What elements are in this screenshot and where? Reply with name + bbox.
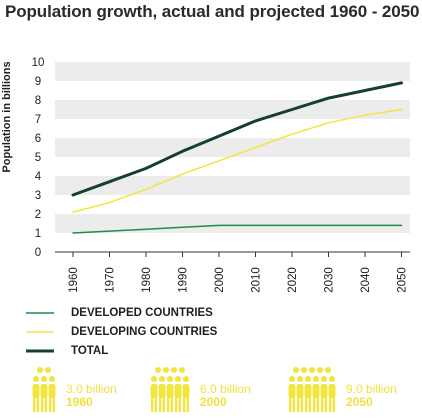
series-lines xyxy=(71,81,403,234)
people-amount-1960: 3.0 billion xyxy=(66,382,117,396)
people-group-icon xyxy=(32,367,56,412)
series-line-developed xyxy=(72,224,403,234)
people-amount-2000: 6.0 billion xyxy=(200,382,251,396)
legend-label-developing: DEVELOPING COUNTRIES xyxy=(71,325,218,338)
people-amount-2050: 9.0 billion xyxy=(346,382,397,396)
x-tick-label: 1980 xyxy=(141,267,153,293)
grid-bands xyxy=(55,62,410,233)
x-tick-labels: 1960 1970 1980 1990 2000 2010 2020 2030 2040 2050 xyxy=(68,252,409,293)
y-tick-label: 8 xyxy=(35,95,41,107)
population-line-chart: 0 1 2 3 4 5 6 7 8 9 10 1960 1970 1980 1990 2000 2010 202… xyxy=(1,57,410,293)
people-group-2050: 9.0 billion 2050 xyxy=(288,366,397,414)
grid-band xyxy=(55,62,410,81)
y-tick-label: 5 xyxy=(35,152,41,164)
legend-label-total: TOTAL xyxy=(71,344,109,357)
legend-swatch-developed xyxy=(26,311,54,314)
y-tick-label: 4 xyxy=(35,171,42,183)
grid-band xyxy=(55,176,410,195)
y-tick-label: 3 xyxy=(35,190,41,202)
chart-title: Population growth, actual and projected … xyxy=(5,2,420,21)
x-tick-label: 1970 xyxy=(105,267,117,293)
series-line-total xyxy=(71,81,403,197)
y-tick-label: 1 xyxy=(35,228,41,240)
people-group-1960: 3.0 billion 1960 xyxy=(32,366,117,414)
legend-item-total: TOTAL xyxy=(26,341,217,360)
y-tick-labels: 0 1 2 3 4 5 6 7 8 9 10 xyxy=(32,57,45,259)
people-group-icon xyxy=(150,367,190,412)
people-year-1960: 1960 xyxy=(66,395,93,409)
people-year-2000: 2000 xyxy=(200,395,227,409)
legend-item-developed: DEVELOPED COUNTRIES xyxy=(26,303,217,322)
x-tick-label: 2030 xyxy=(324,267,336,293)
legend-item-developing: DEVELOPING COUNTRIES xyxy=(26,322,217,341)
people-group-icon xyxy=(288,367,336,412)
y-tick-label: 10 xyxy=(32,57,45,69)
x-tick-label: 1960 xyxy=(68,267,80,293)
grid-band xyxy=(55,214,410,233)
x-tick-label: 1990 xyxy=(178,267,190,293)
grid-band xyxy=(55,100,410,119)
grid-band xyxy=(55,138,410,157)
legend-swatch-total xyxy=(26,349,54,352)
x-tick-label: 2040 xyxy=(360,267,372,293)
y-tick-label: 2 xyxy=(35,209,41,221)
y-tick-label: 0 xyxy=(35,247,41,259)
y-axis-label: Population in billions xyxy=(1,61,13,172)
x-tick-label: 2000 xyxy=(214,267,226,293)
chart-legend: DEVELOPED COUNTRIES DEVELOPING COUNTRIES… xyxy=(26,303,217,360)
x-tick-label: 2050 xyxy=(397,267,409,293)
y-tick-label: 6 xyxy=(35,133,41,145)
y-tick-label: 9 xyxy=(35,76,41,88)
legend-swatch-developing xyxy=(26,330,54,333)
y-tick-label: 7 xyxy=(35,114,41,126)
people-group-2000: 6.0 billion 2000 xyxy=(150,366,251,414)
x-tick-label: 2010 xyxy=(251,267,263,293)
series-line-developing xyxy=(72,108,403,213)
people-year-2050: 2050 xyxy=(346,395,373,409)
x-tick-label: 2020 xyxy=(287,267,299,293)
legend-label-developed: DEVELOPED COUNTRIES xyxy=(71,306,213,319)
